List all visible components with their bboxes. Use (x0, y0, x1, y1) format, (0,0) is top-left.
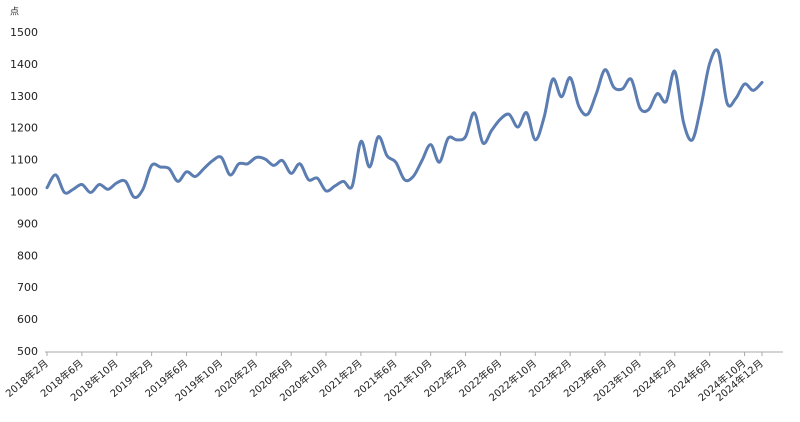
data-line (45, 48, 764, 200)
y-tick-label: 1400 (10, 58, 38, 71)
y-tick-label: 900 (17, 217, 38, 230)
y-tick-label: 800 (17, 249, 38, 262)
y-tick-label: 1500 (10, 26, 38, 39)
y-tick-label: 1000 (10, 186, 38, 199)
y-tick-label: 1100 (10, 154, 38, 167)
y-tick-label: 1300 (10, 90, 38, 103)
y-tick-label: 500 (17, 345, 38, 358)
y-tick-label: 600 (17, 313, 38, 326)
y-tick-label: 700 (17, 281, 38, 294)
y-axis-unit: 点 (10, 7, 19, 18)
y-tick-label: 1200 (10, 122, 38, 135)
